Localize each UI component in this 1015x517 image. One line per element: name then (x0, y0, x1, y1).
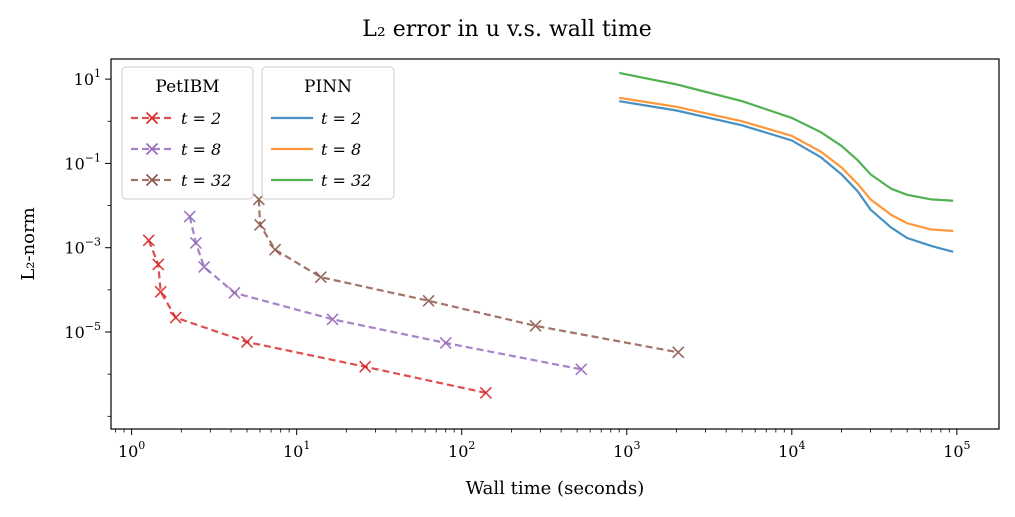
legend-title: PetIBM (155, 77, 219, 97)
data-point (359, 360, 372, 373)
data-point (269, 243, 282, 256)
x-tick-label: 103 (613, 439, 640, 461)
y-tick-label: 101 (74, 67, 101, 89)
series-petibm-0 (142, 234, 492, 399)
data-point (189, 236, 202, 249)
series-petibm-2 (252, 193, 685, 359)
x-tick-label: 100 (118, 439, 145, 461)
series-pinn-5 (619, 71, 954, 202)
data-point (253, 218, 267, 231)
legend-marker (145, 111, 159, 125)
series-line (619, 100, 954, 253)
data-point (152, 258, 165, 271)
y-axis-label: L₂-norm (18, 207, 39, 280)
series-layer (142, 71, 954, 399)
legend-marker (145, 142, 159, 156)
x-tick-label: 101 (283, 439, 310, 461)
y-tick-label: 10−1 (64, 151, 101, 173)
legend-entry-label: t = 2 (321, 109, 361, 128)
series-line (619, 71, 954, 202)
legend-entry-label: t = 32 (181, 171, 231, 190)
data-point (439, 336, 452, 350)
y-tick-label: 10−3 (64, 236, 101, 258)
data-point (183, 210, 196, 223)
data-point (228, 286, 241, 299)
data-point (479, 386, 492, 399)
legend-entry-label: t = 8 (321, 140, 361, 159)
plot-area: 100 101 102 103 104 105 101 10−1 10−3 10−5 (64, 58, 1000, 461)
legend-entry-label: t = 2 (181, 109, 221, 128)
legend-marker (145, 173, 159, 187)
data-point (142, 234, 155, 247)
chart-title: L₂ error in u v.s. wall time (362, 17, 651, 42)
data-point (240, 335, 254, 349)
data-point (672, 346, 685, 359)
data-point (422, 294, 435, 307)
legend-entry-label: t = 32 (321, 171, 371, 190)
x-tick-label: 105 (943, 439, 970, 461)
series-petibm-1 (183, 210, 588, 376)
data-point (169, 311, 182, 324)
legend-frame (121, 66, 254, 200)
data-point (314, 271, 327, 284)
data-point (154, 285, 167, 298)
legend-frame (261, 66, 395, 200)
legend-layer: PetIBM t = 2 t = 8 t = 32 PINN t = 2 t = 8 t = … (121, 66, 395, 200)
plot-frame (110, 58, 1000, 430)
data-point (326, 313, 339, 326)
tick-layer: 100 101 102 103 104 105 101 10−1 10−3 10−5 (64, 67, 970, 461)
series-line (188, 216, 582, 371)
series-pinn-3 (619, 100, 954, 253)
data-point (529, 319, 542, 332)
legend-title: PINN (304, 77, 352, 97)
series-pinn-4 (619, 96, 954, 233)
data-point (575, 363, 588, 376)
x-axis-label: Wall time (seconds) (466, 478, 645, 499)
data-point (198, 260, 211, 273)
x-tick-label: 102 (448, 439, 475, 461)
y-tick-label: 10−5 (64, 320, 101, 342)
series-line (619, 96, 954, 233)
legend-petibm: PetIBM t = 2 t = 8 t = 32 (121, 66, 254, 200)
x-tick-label: 104 (778, 439, 805, 461)
legend-pinn: PINN t = 2 t = 8 t = 32 (261, 66, 395, 200)
legend-entry-label: t = 8 (181, 140, 221, 159)
